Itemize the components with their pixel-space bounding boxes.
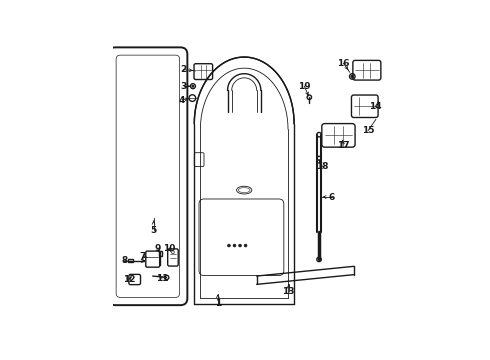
Bar [159,251,162,256]
Text: 1: 1 [215,299,221,308]
Text: 17: 17 [337,141,349,150]
Text: 6: 6 [329,193,335,202]
Text: 2: 2 [180,65,186,74]
Circle shape [244,244,247,247]
Circle shape [192,85,194,87]
Circle shape [227,244,230,247]
Text: 14: 14 [369,102,382,111]
Circle shape [351,75,354,78]
Text: 7: 7 [139,252,146,261]
Circle shape [233,244,236,247]
Text: 16: 16 [337,59,350,68]
Text: 11: 11 [156,274,168,283]
Text: 8: 8 [121,256,127,265]
Text: 13: 13 [282,287,295,296]
Text: 9: 9 [154,244,161,253]
Bar [128,260,133,262]
Text: 18: 18 [316,162,329,171]
Circle shape [239,244,242,247]
Text: 19: 19 [298,82,311,91]
Text: 15: 15 [362,126,374,135]
Text: 5: 5 [150,226,157,235]
Text: 12: 12 [123,275,136,284]
Text: 4: 4 [179,95,185,104]
Text: 3: 3 [181,82,187,91]
Text: 10: 10 [163,244,175,253]
